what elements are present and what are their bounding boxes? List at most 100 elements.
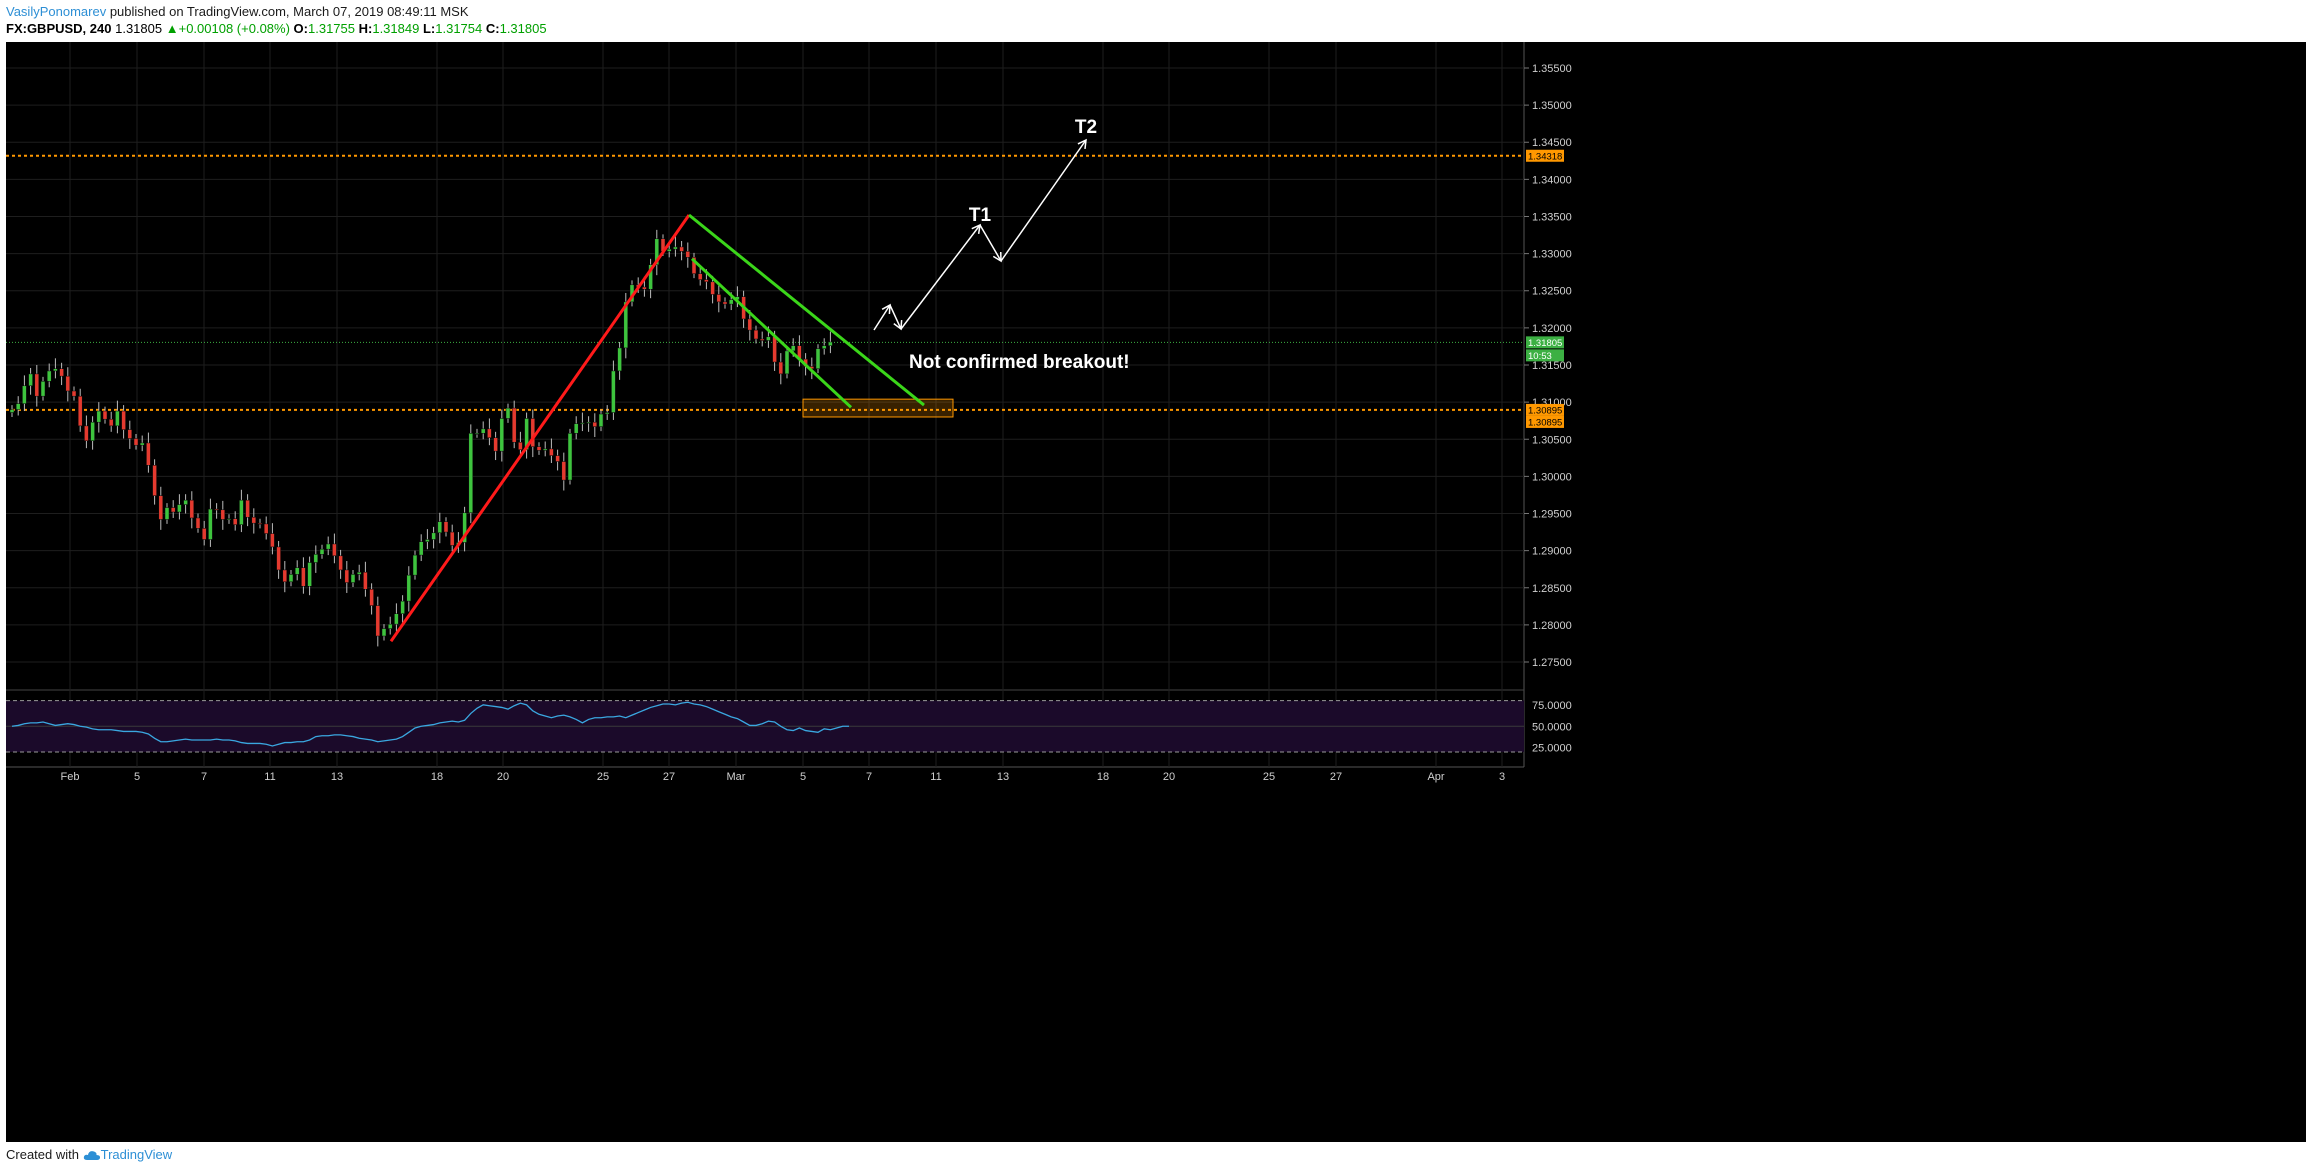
candle-bull bbox=[46, 370, 52, 382]
candle-bear bbox=[158, 495, 164, 520]
x-tick-label: 25 bbox=[1263, 771, 1275, 783]
candle-bear bbox=[201, 528, 207, 540]
x-tick-label: 5 bbox=[800, 771, 806, 783]
price-axis[interactable]: 1.35500 1.35000 1.34500 1.34000 1.33500 1.330… bbox=[1524, 63, 1572, 755]
candle-bear bbox=[344, 569, 350, 583]
grid bbox=[6, 42, 1525, 768]
candle-bear bbox=[443, 521, 449, 533]
candle-bull bbox=[784, 350, 790, 375]
candle-bear bbox=[195, 517, 201, 529]
candle-bull bbox=[226, 518, 232, 520]
candle-bear bbox=[685, 251, 691, 258]
candle-bull bbox=[648, 264, 653, 290]
candle-bear bbox=[146, 442, 151, 466]
candles bbox=[9, 229, 833, 647]
x-tick-label: 27 bbox=[663, 771, 675, 783]
last-price-tag: 1.31805 bbox=[1528, 338, 1562, 349]
candle-bull bbox=[183, 499, 188, 505]
candle-bear bbox=[189, 499, 195, 519]
candle-bull bbox=[319, 548, 325, 555]
candle-bear bbox=[697, 273, 703, 280]
candle-bull bbox=[22, 385, 27, 404]
candle-bull bbox=[356, 571, 362, 575]
candle-bear bbox=[71, 390, 77, 397]
price-chart[interactable]: T1 T2 Not confirmed breakout! 1.35500 1.350… bbox=[6, 42, 2306, 1142]
candle-bull bbox=[586, 421, 591, 424]
rsi-line bbox=[11, 701, 849, 747]
candle-bear bbox=[121, 410, 126, 430]
candle-bull bbox=[617, 347, 622, 372]
candle-bull bbox=[468, 433, 474, 514]
impulse-trend-line bbox=[389, 214, 691, 643]
candle-bull bbox=[208, 508, 213, 540]
path-arrow-t2-head bbox=[1077, 138, 1087, 150]
candle-bear bbox=[245, 499, 250, 518]
drawings: T1 T2 Not confirmed breakout! bbox=[389, 117, 1130, 643]
candle-bear bbox=[257, 522, 263, 525]
candle-bear bbox=[34, 373, 40, 397]
candle-bull bbox=[425, 539, 430, 542]
candle-bull bbox=[815, 348, 821, 369]
candle-bull bbox=[766, 336, 771, 341]
tradingview-brand[interactable]: TradingView bbox=[100, 1147, 173, 1162]
candle-bear bbox=[518, 441, 523, 450]
candle-bear bbox=[65, 375, 71, 392]
open-value: 1.31755 bbox=[308, 21, 355, 36]
candle-bear bbox=[722, 301, 728, 305]
candle-bear bbox=[251, 516, 257, 524]
x-tick-label: 13 bbox=[331, 771, 343, 783]
candle-bear bbox=[530, 418, 536, 447]
rsi-tick-label: 25.0000 bbox=[1532, 743, 1572, 755]
candle-bull bbox=[239, 499, 244, 525]
candle-bull bbox=[96, 410, 102, 423]
candle-bear bbox=[369, 588, 374, 606]
level-tag-support: 1.30895 bbox=[1528, 405, 1562, 416]
countdown-tag: 10:53 bbox=[1528, 351, 1552, 362]
candle-bear bbox=[84, 425, 89, 441]
low-label: L: bbox=[422, 21, 436, 36]
candle-bull bbox=[381, 628, 387, 637]
x-tick-label: 18 bbox=[431, 771, 443, 783]
candle-bear bbox=[449, 531, 455, 546]
candle-bull bbox=[654, 238, 660, 266]
y-tick-label: 1.32500 bbox=[1532, 286, 1572, 298]
candle-bear bbox=[691, 257, 697, 274]
candle-bull bbox=[164, 507, 170, 520]
candle-bear bbox=[270, 533, 275, 548]
x-tick-label: 3 bbox=[1499, 771, 1505, 783]
candle-bear bbox=[753, 329, 759, 340]
symbol-legend: FX:GBPUSD, 240 1.31805 ▲+0.00108 (+0.08%… bbox=[6, 21, 547, 36]
candle-bear bbox=[332, 543, 337, 557]
candle-bear bbox=[108, 418, 114, 427]
x-tick-label: 11 bbox=[930, 771, 941, 783]
candle-bear bbox=[561, 461, 567, 481]
candle-bear bbox=[152, 464, 157, 496]
channel-upper-line bbox=[688, 213, 925, 407]
x-tick-label: Apr bbox=[1427, 771, 1444, 783]
rsi-tick-label: 75.0000 bbox=[1532, 700, 1572, 712]
candle-bull bbox=[412, 554, 418, 576]
y-tick-label: 1.32000 bbox=[1532, 323, 1572, 335]
x-tick-label: 20 bbox=[497, 771, 509, 783]
author-link[interactable]: VasilyPonomarev bbox=[6, 4, 107, 19]
candle-bull bbox=[828, 341, 833, 346]
x-tick-label: 27 bbox=[1330, 771, 1342, 783]
candle-bear bbox=[759, 338, 765, 341]
candle-bull bbox=[15, 403, 21, 410]
time-axis[interactable]: Feb 5 7 11 13 18 20 25 27 Mar 5 7 11 13 18 20 25 27 Apr 3 bbox=[61, 771, 1506, 783]
path-arrow-t1 bbox=[900, 224, 981, 330]
candle-bull bbox=[9, 409, 15, 413]
symbol-name[interactable]: FX:GBPUSD, 240 bbox=[6, 21, 112, 36]
candle-bear bbox=[549, 448, 554, 456]
annotation-breakout: Not confirmed breakout! bbox=[909, 352, 1130, 373]
high-value: 1.31849 bbox=[372, 21, 420, 36]
candle-bear bbox=[511, 407, 517, 443]
rsi-pane bbox=[6, 700, 1524, 753]
candle-bull bbox=[790, 345, 796, 352]
candle-bear bbox=[642, 286, 647, 290]
last-price-text: 1.31805 bbox=[115, 21, 163, 36]
level-tag-upper-bg bbox=[1526, 149, 1564, 162]
x-tick-label: 18 bbox=[1097, 771, 1109, 783]
y-tick-label: 1.33000 bbox=[1532, 249, 1572, 261]
chart-background bbox=[6, 42, 2306, 1142]
